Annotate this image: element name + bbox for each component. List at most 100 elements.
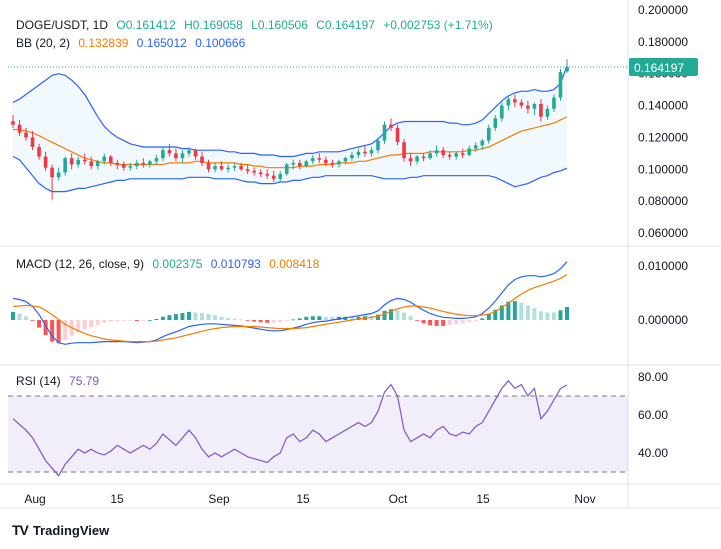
candle bbox=[454, 151, 458, 160]
macd-label[interactable]: MACD (12, 26, close, 9) bbox=[16, 257, 145, 271]
rsi-label[interactable]: RSI (14) bbox=[16, 374, 61, 388]
candle bbox=[50, 164, 54, 200]
tradingview-branding[interactable]: TV TradingView bbox=[12, 522, 109, 538]
macd-histogram-bar bbox=[317, 316, 322, 320]
candle-body bbox=[526, 105, 530, 109]
candle bbox=[187, 146, 191, 157]
macd-histogram-bar bbox=[519, 302, 524, 320]
macd-histogram-bar bbox=[226, 317, 231, 320]
macd-histogram-bar bbox=[369, 316, 374, 320]
candle bbox=[532, 102, 537, 116]
macd-histogram-bar bbox=[473, 320, 478, 322]
candle-body bbox=[389, 124, 393, 128]
candle-body bbox=[402, 142, 406, 159]
macd-histogram-bar bbox=[525, 305, 530, 320]
candle bbox=[252, 167, 256, 176]
candle-body bbox=[460, 153, 465, 155]
last-price-badge bbox=[629, 58, 698, 77]
candle bbox=[539, 99, 543, 122]
macd-histogram-bar bbox=[532, 308, 537, 320]
bb-lower-value: 0.100666 bbox=[195, 36, 246, 50]
candle-body bbox=[167, 150, 172, 154]
candle bbox=[565, 59, 569, 73]
macd-histogram-bar bbox=[50, 320, 55, 342]
candle-body bbox=[467, 148, 472, 155]
candle bbox=[350, 151, 354, 162]
candle bbox=[17, 119, 22, 136]
macd-histogram-bar bbox=[310, 316, 315, 320]
macd-histogram-bar bbox=[408, 316, 413, 320]
macd-histogram-bar bbox=[402, 312, 407, 320]
macd-histogram-bar bbox=[213, 315, 218, 320]
macd-histogram-bar bbox=[206, 314, 211, 320]
macd-histogram-bar bbox=[486, 314, 491, 320]
candle bbox=[245, 164, 250, 175]
candle bbox=[122, 161, 126, 171]
candle-body bbox=[213, 166, 217, 170]
candle-body bbox=[441, 150, 445, 155]
candle bbox=[239, 162, 243, 171]
time-tick-label: 15 bbox=[476, 492, 490, 506]
macd-histogram-bar bbox=[186, 311, 191, 320]
macd-legend: MACD (12, 26, close, 9) 0.002375 0.01079… bbox=[16, 257, 324, 271]
candle-body bbox=[37, 146, 41, 157]
candle-body bbox=[493, 118, 498, 128]
macd-histogram-bar bbox=[102, 320, 107, 323]
candle bbox=[493, 115, 498, 132]
time-tick-label: Aug bbox=[24, 492, 45, 506]
bb-upper-line bbox=[12, 65, 568, 158]
candle-body bbox=[30, 137, 35, 147]
candle-body bbox=[56, 172, 61, 178]
macd-histogram-bar bbox=[415, 320, 420, 321]
candle bbox=[428, 150, 432, 160]
price-pane bbox=[8, 59, 628, 200]
symbol-label[interactable]: DOGE/USDT, 1D bbox=[16, 18, 109, 32]
candle-body bbox=[148, 161, 152, 165]
candle bbox=[135, 159, 139, 170]
candle-body bbox=[187, 150, 191, 154]
candle bbox=[395, 124, 400, 146]
macd-histogram-bar bbox=[37, 320, 42, 328]
candle bbox=[63, 156, 67, 176]
candle-body bbox=[76, 159, 80, 165]
macd-histogram-bar bbox=[375, 314, 380, 320]
candle-body bbox=[11, 121, 15, 125]
candle-body bbox=[193, 150, 198, 157]
macd-histogram-bar bbox=[134, 320, 139, 322]
macd-histogram-bar bbox=[512, 301, 517, 320]
macd-histogram-bar bbox=[447, 320, 452, 325]
macd-histogram-bar bbox=[239, 319, 244, 321]
candle bbox=[317, 153, 322, 163]
candle bbox=[363, 145, 367, 157]
candle bbox=[69, 153, 74, 170]
price-tick-label: 0.200000 bbox=[638, 3, 688, 17]
macd-histogram-bar bbox=[291, 319, 296, 321]
candle-body bbox=[506, 99, 511, 106]
candle bbox=[284, 162, 289, 176]
candle-body bbox=[447, 154, 452, 157]
macd-histogram-bar bbox=[258, 320, 263, 323]
macd-histogram-bar bbox=[115, 320, 120, 322]
candle bbox=[161, 146, 165, 162]
bb-mid-value: 0.132839 bbox=[78, 36, 129, 50]
candle-body bbox=[128, 166, 133, 168]
candle-body bbox=[519, 102, 524, 106]
macd-histogram-bar bbox=[121, 320, 126, 321]
candle-body bbox=[219, 166, 224, 170]
macd-histogram-bar bbox=[30, 320, 35, 321]
candle-body bbox=[161, 150, 165, 159]
candle bbox=[421, 153, 426, 162]
candle bbox=[206, 159, 211, 173]
macd-histogram-bar bbox=[558, 310, 563, 320]
candle bbox=[389, 118, 393, 132]
candle bbox=[500, 102, 504, 122]
macd-histogram-bar bbox=[538, 311, 543, 320]
macd-histogram-bar bbox=[565, 307, 569, 320]
bb-label[interactable]: BB (20, 2) bbox=[16, 36, 71, 50]
candle bbox=[486, 124, 491, 144]
macd-histogram-bar bbox=[245, 320, 250, 321]
macd-histogram-bar bbox=[89, 320, 94, 328]
candle bbox=[558, 68, 563, 101]
rsi-tick-label: 40.00 bbox=[638, 446, 668, 460]
